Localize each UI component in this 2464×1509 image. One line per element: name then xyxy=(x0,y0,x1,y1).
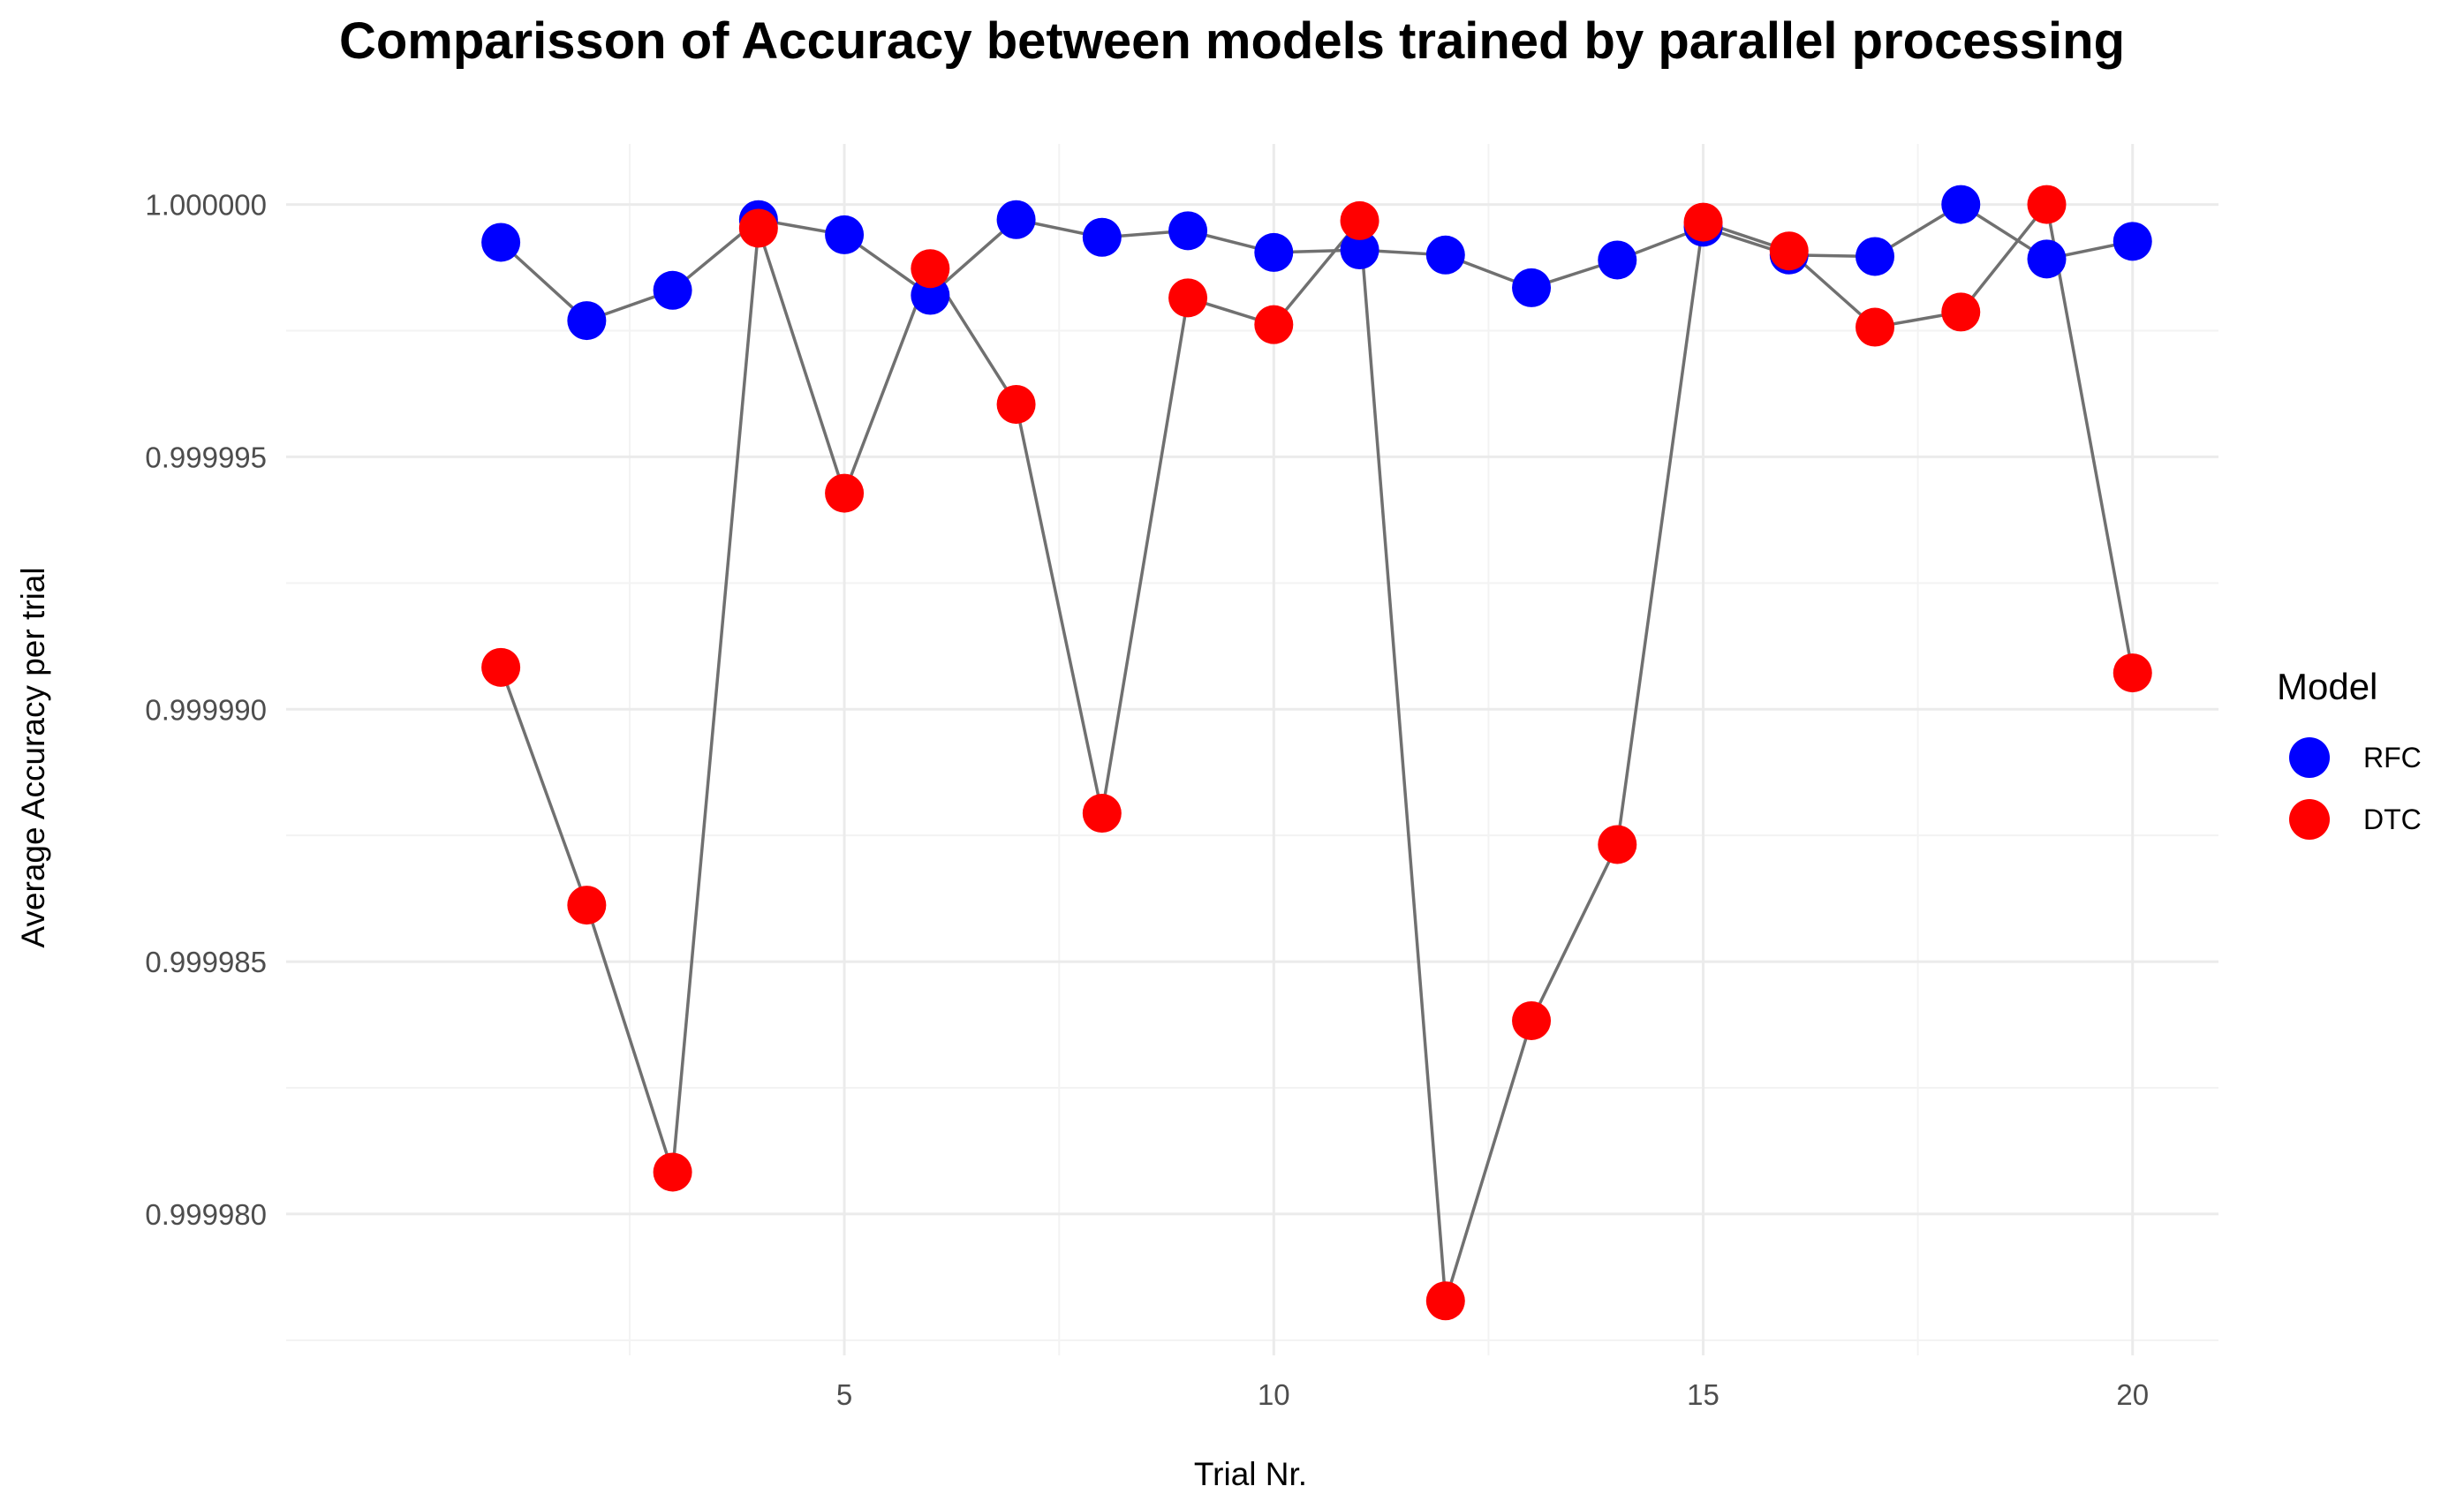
y-tick-label: 0.999985 xyxy=(145,946,267,978)
grid xyxy=(286,144,2218,1355)
data-point-dtc xyxy=(825,473,865,513)
legend-key-dtc xyxy=(2289,799,2330,840)
data-point-rfc xyxy=(1168,211,1208,251)
data-point-rfc xyxy=(2113,222,2152,261)
data-point-rfc xyxy=(1512,268,1552,307)
y-tick-labels: 0.999980 0.999985 0.999990 0.999995 1.000000 xyxy=(145,189,267,1231)
x-tick-label: 10 xyxy=(1258,1378,1290,1411)
data-point-rfc xyxy=(2027,239,2067,279)
x-axis-title: Trial Nr. xyxy=(1194,1456,1307,1492)
data-point-dtc xyxy=(1941,292,1981,332)
data-point-dtc xyxy=(738,208,778,248)
data-point-dtc xyxy=(911,249,950,289)
connector-line-dtc xyxy=(499,200,2135,1302)
y-tick-label: 0.999990 xyxy=(145,693,267,726)
data-point-rfc xyxy=(1941,185,1981,224)
data-point-rfc xyxy=(481,223,521,262)
data-point-dtc xyxy=(1598,825,1637,864)
data-point-rfc xyxy=(825,215,865,254)
x-tick-labels: 5 10 15 20 xyxy=(836,1378,2149,1411)
legend: Model RFC DTC xyxy=(2277,666,2422,840)
y-tick-label: 0.999995 xyxy=(145,441,267,473)
data-point-rfc xyxy=(911,275,950,315)
legend-label-rfc: RFC xyxy=(2363,742,2422,773)
data-point-dtc xyxy=(1082,794,1122,834)
data-point-rfc xyxy=(1340,230,1379,270)
data-point-rfc xyxy=(1425,235,1465,275)
data-point-dtc xyxy=(1425,1281,1465,1321)
data-point-rfc xyxy=(567,301,607,341)
data-point-dtc xyxy=(1340,200,1379,240)
data-point-dtc xyxy=(1254,305,1294,344)
data-point-rfc xyxy=(1856,237,1895,276)
data-point-rfc xyxy=(653,270,692,310)
data-point-rfc xyxy=(1082,217,1122,257)
data-point-rfc xyxy=(1254,232,1294,272)
data-point-rfc xyxy=(996,200,1036,239)
legend-key-rfc xyxy=(2289,737,2330,778)
data-point-dtc xyxy=(567,886,607,925)
data-point-dtc xyxy=(1769,231,1809,271)
y-axis-title: Average Accuracy per trial xyxy=(15,567,51,947)
data-point-dtc xyxy=(2113,653,2152,693)
points xyxy=(481,185,2152,1321)
data-point-dtc xyxy=(653,1152,692,1192)
x-tick-label: 15 xyxy=(1687,1378,1720,1411)
legend-label-dtc: DTC xyxy=(2363,804,2422,835)
data-point-dtc xyxy=(1683,202,1723,242)
connectors xyxy=(499,200,2135,1302)
data-point-dtc xyxy=(1856,307,1895,347)
chart-title: Comparisson of Accuracy between models t… xyxy=(339,12,2125,70)
data-point-dtc xyxy=(2027,185,2067,224)
x-tick-label: 5 xyxy=(836,1378,852,1411)
data-point-dtc xyxy=(1168,278,1208,318)
y-tick-label: 0.999980 xyxy=(145,1198,267,1231)
x-tick-label: 20 xyxy=(2116,1378,2149,1411)
data-point-rfc xyxy=(1598,240,1637,280)
legend-title: Model xyxy=(2277,666,2377,707)
y-tick-label: 1.000000 xyxy=(145,189,267,222)
data-point-dtc xyxy=(481,647,521,687)
data-point-dtc xyxy=(1512,1000,1552,1040)
data-point-dtc xyxy=(996,384,1036,424)
